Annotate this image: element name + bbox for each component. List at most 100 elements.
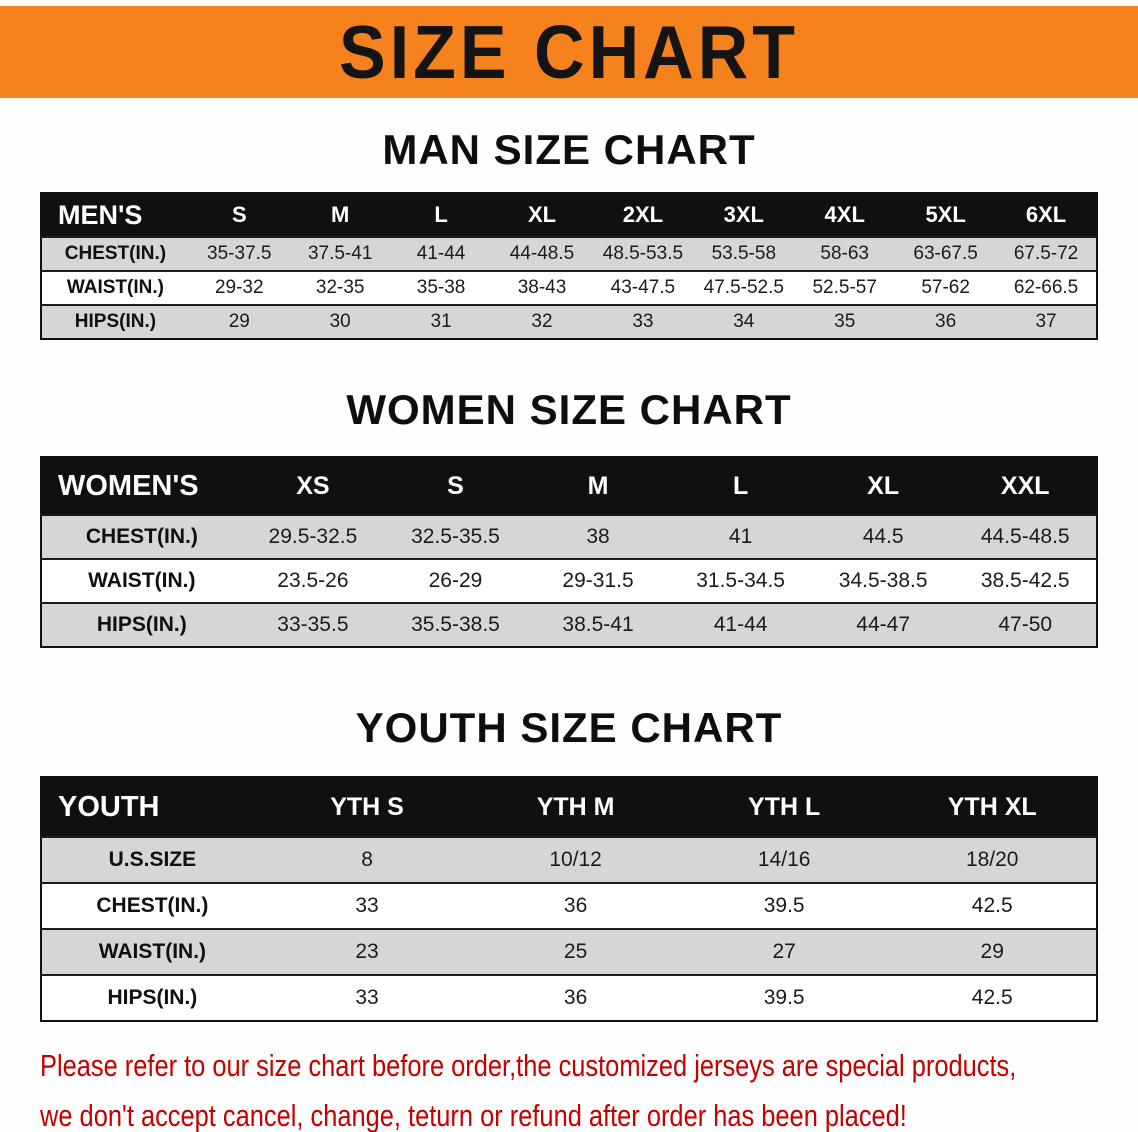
row-label: WAIST(IN.) [66, 277, 164, 298]
section-youth: YOUTH SIZE CHART YOUTH YTH S YTH M YTH L YTH… [0, 704, 1138, 1022]
size-value: 33 [355, 986, 379, 1009]
banner: SIZE CHART [0, 6, 1138, 98]
size-value: 34 [733, 311, 755, 332]
row-label: WAIST(IN.) [88, 569, 196, 592]
size-value: 44-47 [856, 613, 911, 636]
table-row: WAIST(IN.) 29-32 32-35 35-38 38-43 43-47.5 47.… [41, 271, 1097, 305]
women-section-heading: WOMEN SIZE CHART [346, 386, 792, 433]
size-column-header: S [188, 193, 290, 237]
size-value: 37.5-41 [307, 243, 373, 264]
size-value: 36 [563, 986, 588, 1009]
size-value: 33-35.5 [277, 613, 349, 636]
size-column-header: M [526, 457, 670, 515]
size-column-header: YTH M [471, 777, 680, 837]
size-value: 34.5-38.5 [838, 569, 928, 592]
disclaimer-line-2: we don't accept cancel, change, teturn o… [40, 1098, 907, 1132]
table-row: WAIST(IN.) 23.5-26 26-29 29-31.5 31.5-34.5 34… [41, 559, 1097, 603]
size-column-header: 5XL [895, 193, 997, 237]
size-value: 42.5 [971, 894, 1013, 917]
size-value: 47-50 [998, 613, 1053, 636]
size-value: 33 [355, 894, 379, 917]
men-section-heading: MAN SIZE CHART [382, 126, 756, 173]
size-value: 35-37.5 [207, 243, 272, 264]
table-row: HIPS(IN.) 33 36 39.5 42.5 [41, 975, 1097, 1021]
size-value: 32.5-35.5 [411, 525, 500, 548]
size-value: 8 [361, 848, 373, 871]
table-row: CHEST(IN.) 35-37.5 37.5-41 41-44 44-48.5 48.5… [41, 237, 1097, 271]
size-value: 35.5-38.5 [411, 613, 500, 636]
size-column-header: YTH L [679, 777, 889, 837]
table-corner-label: MEN'S [41, 193, 189, 237]
size-column-header: 6XL [996, 193, 1097, 237]
size-value: 27 [772, 940, 796, 963]
table-row: CHEST(IN.) 29.5-32.5 32.5-35.5 38 41 44.5 44.5… [41, 515, 1097, 559]
size-value: 39.5 [763, 894, 805, 917]
size-value: 31.5-34.5 [696, 569, 785, 592]
row-label: CHEST(IN.) [64, 243, 167, 264]
size-value: 29-31.5 [562, 569, 634, 592]
size-value: 14/16 [757, 848, 811, 871]
size-column-header: XL [491, 193, 593, 237]
size-value: 18/20 [965, 848, 1019, 871]
size-value: 38.5-41 [562, 613, 634, 636]
size-value: 32-35 [315, 277, 365, 298]
men-size-table: MEN'S S M L XL 2XL 3XL 4XL 5XL 6XL CHEST(IN.) 35-37… [40, 192, 1098, 340]
size-value: 44-48.5 [509, 243, 575, 264]
table-corner-label: YOUTH [41, 777, 263, 837]
size-value: 48.5-53.5 [602, 243, 684, 264]
size-column-header: YTH XL [888, 777, 1097, 837]
section-women: WOMEN SIZE CHART WOMEN'S XS S M L XL XXL CHEST(… [0, 386, 1138, 648]
size-value: 31 [430, 311, 452, 332]
youth-size-table: YOUTH YTH S YTH M YTH L YTH XL U.S.SIZE 8 10/12… [40, 776, 1098, 1022]
size-value: 67.5-72 [1013, 243, 1079, 264]
table-row: HIPS(IN.) 33-35.5 35.5-38.5 38.5-41 41-44 44-… [41, 603, 1097, 647]
size-column-header: S [384, 457, 527, 515]
table-header-row: YOUTH YTH S YTH M YTH L YTH XL [41, 777, 1097, 837]
size-column-header: XS [241, 457, 385, 515]
size-column-header: L [669, 457, 812, 515]
size-value: 44.5-48.5 [980, 525, 1070, 548]
size-value: 52.5-57 [812, 277, 877, 298]
size-value: 38.5-42.5 [980, 569, 1070, 592]
size-value: 57-62 [921, 277, 970, 298]
table-row: HIPS(IN.) 29 30 31 32 33 34 35 36 37 [41, 305, 1097, 339]
size-column-header: 3XL [693, 193, 795, 237]
section-men: MAN SIZE CHART MEN'S S M L XL 2XL 3XL 4XL 5XL 6XL… [0, 126, 1138, 340]
size-value: 32 [531, 311, 553, 332]
size-value: 25 [563, 940, 588, 963]
size-value: 39.5 [763, 986, 805, 1009]
size-value: 23 [355, 940, 379, 963]
size-value: 58-63 [820, 243, 870, 264]
size-value: 33 [632, 311, 654, 332]
size-value: 23.5-26 [277, 569, 349, 592]
size-value: 35-38 [416, 277, 466, 298]
size-value: 62-66.5 [1013, 277, 1079, 298]
disclaimer: Please refer to our size chart before or… [40, 1048, 1138, 1132]
size-value: 29.5-32.5 [268, 525, 358, 548]
size-value: 41 [728, 525, 753, 548]
size-value: 47.5-52.5 [703, 277, 784, 298]
size-value: 41-44 [416, 243, 466, 264]
size-value: 42.5 [971, 986, 1013, 1009]
size-column-header: 4XL [794, 193, 896, 237]
table-corner-label: WOMEN'S [41, 457, 242, 515]
row-label: CHEST(IN.) [85, 525, 198, 548]
table-header-row: WOMEN'S XS S M L XL XXL [41, 457, 1097, 515]
size-column-header: M [289, 193, 391, 237]
row-label: CHEST(IN.) [96, 894, 209, 917]
size-value: 26-29 [428, 569, 483, 592]
row-label: HIPS(IN.) [74, 311, 157, 332]
table-row: U.S.SIZE 8 10/12 14/16 18/20 [41, 837, 1097, 883]
size-value: 38 [586, 525, 610, 548]
size-value: 35 [834, 311, 856, 332]
size-value: 36 [563, 894, 588, 917]
women-size-table: WOMEN'S XS S M L XL XXL CHEST(IN.) 29.5-32.5 32.5… [40, 456, 1098, 648]
row-label: HIPS(IN.) [107, 986, 198, 1009]
size-value: 10/12 [549, 848, 602, 871]
size-value: 29 [228, 311, 250, 332]
youth-section-heading: YOUTH SIZE CHART [355, 704, 783, 751]
size-value: 63-67.5 [913, 243, 978, 264]
row-label: U.S.SIZE [108, 848, 197, 871]
table-header-row: MEN'S S M L XL 2XL 3XL 4XL 5XL 6XL [41, 193, 1097, 237]
size-column-header: 2XL [592, 193, 694, 237]
